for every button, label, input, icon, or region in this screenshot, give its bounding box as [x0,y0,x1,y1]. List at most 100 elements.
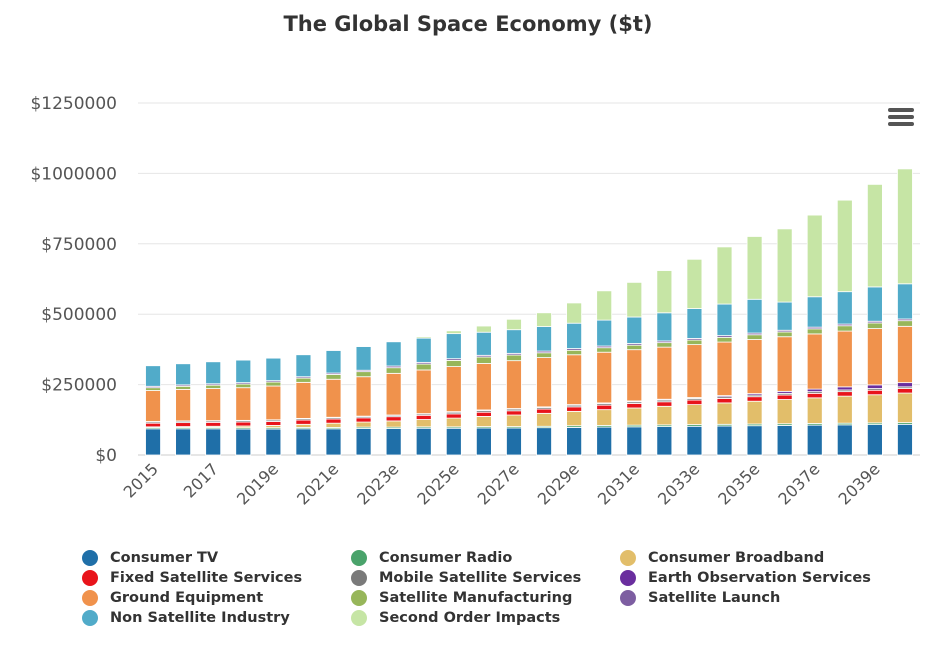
bar-segment[interactable] [626,281,643,318]
bar-segment[interactable] [475,427,492,456]
bar-segment[interactable] [325,378,342,418]
bar-segment[interactable] [325,350,342,374]
bar-segment[interactable] [205,361,222,385]
bar-segment[interactable] [295,423,312,428]
stacked-bar-2036e[interactable] [776,228,793,456]
bar-segment[interactable] [235,383,252,389]
legend-item[interactable]: Non Satellite Industry [82,608,351,627]
bar-segment[interactable] [355,376,372,417]
bar-segment[interactable] [325,374,342,380]
bar-segment[interactable] [265,385,282,421]
bar-segment[interactable] [596,351,613,404]
bar-segment[interactable] [506,360,522,409]
bar-segment[interactable] [776,425,793,456]
bar-segment[interactable] [776,301,793,331]
bar-segment[interactable] [536,326,552,352]
stacked-bar-2029e[interactable] [566,302,583,456]
bar-segment[interactable] [806,392,823,399]
bar-segment[interactable] [746,236,763,300]
bar-segment[interactable] [806,328,823,335]
bar-segment[interactable] [415,419,432,428]
bar-segment[interactable] [626,349,643,402]
bar-segment[interactable] [686,425,703,456]
legend-item[interactable]: Mobile Satellite Services [351,568,620,587]
bar-segment[interactable] [536,352,552,358]
bar-segment[interactable] [205,384,222,389]
bar-segment[interactable] [325,422,342,428]
bar-segment[interactable] [295,419,312,425]
legend-item[interactable]: Satellite Launch [620,588,889,607]
bar-segment[interactable] [897,283,913,320]
bar-segment[interactable] [776,336,793,392]
bar-segment[interactable] [415,427,432,456]
bar-segment[interactable] [475,416,492,427]
bar-segment[interactable] [235,421,252,427]
bar-segment[interactable] [686,339,703,346]
bar-segment[interactable] [596,404,613,411]
bar-segment[interactable] [265,357,282,382]
stacked-bar-2030e[interactable] [596,290,613,456]
bar-segment[interactable] [145,390,161,422]
bar-segment[interactable] [506,414,522,427]
stacked-bar-2027e[interactable] [506,318,522,456]
bar-segment[interactable] [265,428,282,456]
legend-item[interactable]: Consumer TV [82,548,351,567]
bar-segment[interactable] [566,406,583,412]
bar-segment[interactable] [506,427,522,456]
bar-segment[interactable] [596,290,613,321]
bar-segment[interactable] [235,387,252,421]
bar-segment[interactable] [776,394,793,400]
bar-segment[interactable] [716,397,733,404]
stacked-bar-2018[interactable] [235,359,252,456]
bar-segment[interactable] [295,354,312,378]
bar-segment[interactable] [746,425,763,456]
bar-segment[interactable] [536,408,552,414]
bar-segment[interactable] [776,399,793,425]
bar-segment[interactable] [897,392,913,424]
bar-segment[interactable] [445,413,462,419]
bar-segment[interactable] [385,416,402,422]
bar-segment[interactable] [445,333,462,360]
bar-segment[interactable] [355,417,372,423]
bar-segment[interactable] [836,424,853,456]
bar-segment[interactable] [145,387,161,391]
bar-segment[interactable] [716,402,733,425]
bar-segment[interactable] [566,322,583,349]
bar-segment[interactable] [265,421,282,426]
bar-segment[interactable] [716,341,733,396]
bar-segment[interactable] [536,312,552,327]
bar-segment[interactable] [445,330,462,335]
bar-segment[interactable] [355,421,372,428]
bar-segment[interactable] [836,386,853,391]
legend-item[interactable]: Second Order Impacts [351,608,620,627]
bar-segment[interactable] [897,325,913,384]
stacked-bar-2017[interactable] [205,361,222,456]
bar-segment[interactable] [776,331,793,338]
bar-segment[interactable] [836,395,853,424]
bar-segment[interactable] [475,363,492,411]
bar-segment[interactable] [205,421,222,427]
bar-segment[interactable] [295,428,312,456]
stacked-bar-2034e[interactable] [716,246,733,456]
bar-segment[interactable] [686,399,703,405]
bar-segment[interactable] [686,344,703,398]
bar-segment[interactable] [536,412,552,427]
bar-segment[interactable] [175,363,192,386]
bar-segment[interactable] [235,359,252,384]
bar-segment[interactable] [475,331,492,356]
bar-segment[interactable] [866,389,883,396]
bar-segment[interactable] [566,354,583,405]
stacked-bar-2020e[interactable] [295,354,312,456]
stacked-bar-2019e[interactable] [265,357,282,456]
bar-segment[interactable] [475,356,492,364]
bar-segment[interactable] [836,391,853,397]
stacked-bar-2040e[interactable] [897,168,913,456]
bar-segment[interactable] [866,394,883,424]
bar-segment[interactable] [626,316,643,344]
stacked-bar-2023e[interactable] [385,341,402,456]
stacked-bar-2028e[interactable] [536,312,552,456]
bar-segment[interactable] [445,417,462,428]
bar-segment[interactable] [716,303,733,337]
bar-segment[interactable] [596,409,613,426]
bar-segment[interactable] [626,344,643,351]
